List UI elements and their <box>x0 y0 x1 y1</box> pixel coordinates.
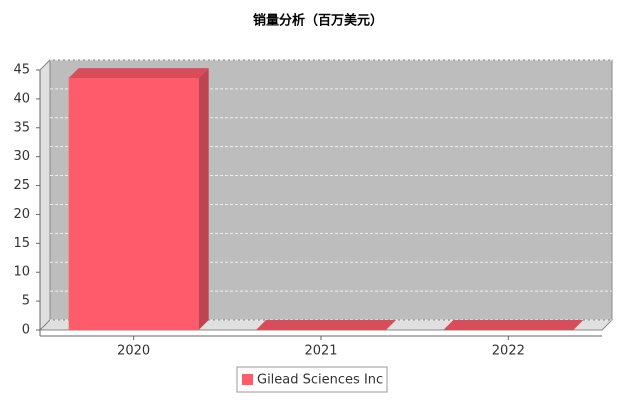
bar-side <box>198 68 209 330</box>
bar-top <box>443 320 584 330</box>
y-tick-label: 35 <box>13 120 30 135</box>
y-tick-label: 5 <box>22 294 30 309</box>
side-wall <box>39 58 51 332</box>
chart-title: 销量分析（百万美元） <box>253 13 383 29</box>
x-tick-label: 2021 <box>304 344 337 359</box>
y-tick-label: 20 <box>13 207 30 222</box>
x-tick-label: 2022 <box>492 344 525 359</box>
bar-top <box>256 320 396 330</box>
y-tick-label: 0 <box>22 323 30 338</box>
y-tick-label: 40 <box>13 91 30 106</box>
bar <box>68 78 199 330</box>
y-tick-label: 30 <box>13 149 30 164</box>
legend <box>236 366 388 393</box>
y-tick-label: 45 <box>13 63 30 78</box>
legend-swatch <box>242 374 253 385</box>
x-tick-label: 2020 <box>117 344 150 359</box>
y-tick-label: 25 <box>13 178 30 193</box>
y-tick-label: 10 <box>13 265 30 280</box>
bar-top <box>68 68 209 79</box>
y-tick-label: 15 <box>13 236 30 251</box>
legend-label: Gilead Sciences Inc <box>257 373 383 388</box>
